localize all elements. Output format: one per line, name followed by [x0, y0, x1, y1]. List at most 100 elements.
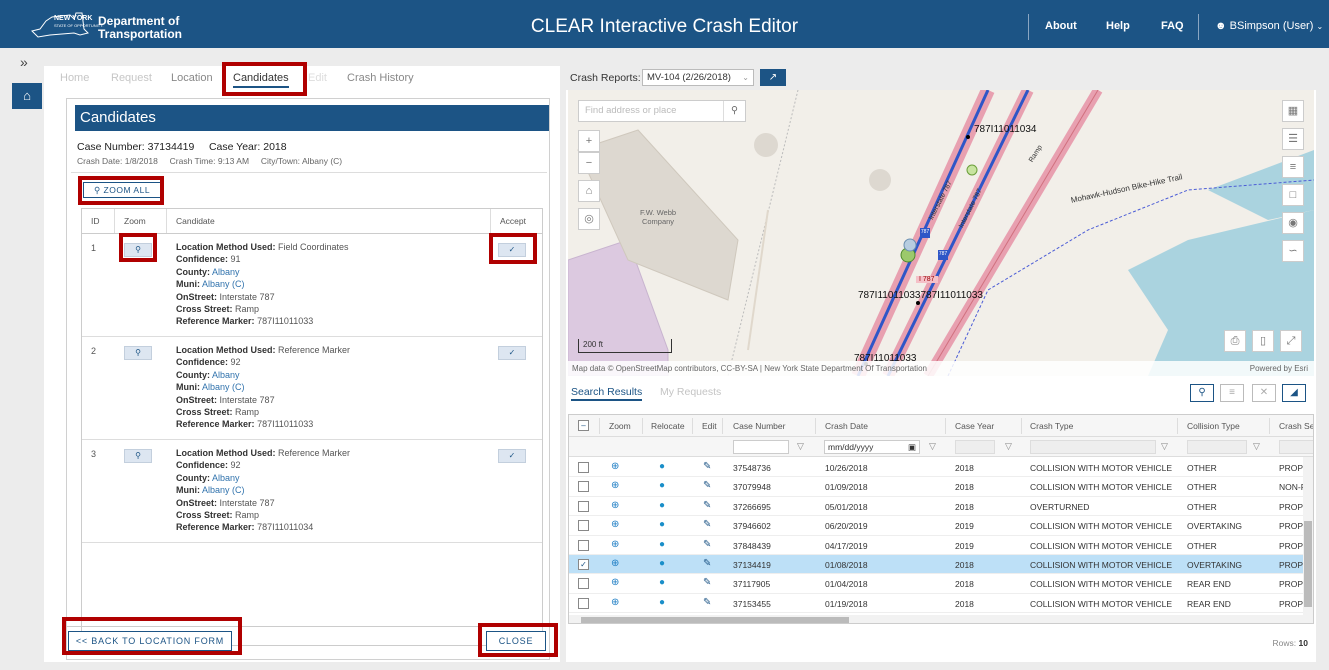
row-checkbox[interactable]	[578, 500, 589, 512]
edit-pencil-icon[interactable]: ✎	[703, 577, 712, 589]
select-all-checkbox[interactable]: –	[578, 420, 589, 431]
layers-icon[interactable]: ☰	[1282, 128, 1304, 150]
expand-rail-icon[interactable]: »	[20, 54, 28, 70]
zoom-icon[interactable]: ⊕	[611, 596, 620, 608]
tab-my-requests[interactable]: My Requests	[660, 386, 722, 398]
filter-icon[interactable]: ▽	[929, 441, 936, 451]
col-case-year[interactable]: Case Year	[955, 421, 995, 431]
vertical-scrollbar[interactable]	[1303, 457, 1313, 615]
filter-clear-icon[interactable]: ◢	[1282, 384, 1306, 402]
measure-icon[interactable]: ∽	[1282, 240, 1304, 262]
relocate-pin-icon[interactable]: ●	[659, 499, 666, 511]
zoom-icon[interactable]: ⊕	[611, 577, 620, 589]
col-crash-type[interactable]: Crash Type	[1030, 421, 1074, 431]
row-checkbox[interactable]	[578, 520, 589, 532]
edit-pencil-icon[interactable]: ✎	[703, 461, 712, 472]
table-row[interactable]: ⊕ ● ✎ 37117905 01/04/2018 2018 COLLISION…	[569, 574, 1309, 594]
nav-about[interactable]: About	[1045, 20, 1077, 32]
tab-home[interactable]: Home	[60, 72, 90, 84]
relocate-pin-icon[interactable]: ●	[659, 558, 666, 569]
crash-reports-select[interactable]: MV-104 (2/26/2018) ⌄	[642, 69, 754, 86]
row-checkbox[interactable]	[578, 481, 589, 493]
open-report-button[interactable]: ↗	[760, 69, 786, 86]
crash-date-filter[interactable]: mm/dd/yyyy ▣	[824, 440, 920, 454]
export-icon[interactable]: ≡	[1220, 384, 1244, 402]
row-checkbox[interactable]	[578, 539, 589, 551]
nav-faq[interactable]: FAQ	[1161, 20, 1184, 32]
filter-icon[interactable]: ▽	[797, 441, 804, 451]
col-edit[interactable]: Edit	[702, 421, 717, 431]
powered-by[interactable]: Powered by Esri	[1249, 364, 1308, 373]
map-view[interactable]: 787I11011034 787I11011033787I11011033 78…	[568, 90, 1314, 376]
col-crash-severity[interactable]: Crash Sev	[1279, 421, 1314, 431]
zoom-icon[interactable]: ⊕	[611, 558, 620, 569]
tab-request[interactable]: Request	[111, 72, 152, 84]
relocate-pin-icon[interactable]: ●	[659, 596, 666, 608]
mobile-icon[interactable]: ▯	[1252, 330, 1274, 352]
zoom-to-selected-icon[interactable]: ⚲	[1190, 384, 1214, 402]
col-zoom[interactable]: Zoom	[609, 421, 631, 431]
table-row[interactable]: ⊕ ● ✎ 37079948 01/09/2018 2018 COLLISION…	[569, 477, 1306, 497]
nav-help[interactable]: Help	[1106, 20, 1130, 32]
list-icon[interactable]: ≡	[1282, 156, 1304, 178]
zoom-icon[interactable]: ⊕	[611, 480, 620, 492]
edit-pencil-icon[interactable]: ✎	[703, 596, 712, 608]
table-row[interactable]: ⊕ ● ✎ 37946602 06/20/2019 2019 COLLISION…	[569, 516, 1309, 536]
zoom-icon[interactable]: ⊕	[611, 461, 620, 472]
zoom-to-candidate-button[interactable]: ⚲	[124, 449, 152, 463]
bookmark-icon[interactable]: □	[1282, 184, 1304, 206]
basemap-gallery-icon[interactable]: ▦	[1282, 100, 1304, 122]
table-row[interactable]: ⊕ ● ✎ 37266695 05/01/2018 2018 OVERTURNE…	[569, 497, 1309, 517]
calendar-icon[interactable]: ▣	[907, 442, 916, 452]
relocate-pin-icon[interactable]: ●	[659, 480, 666, 492]
horizontal-scrollbar[interactable]	[569, 615, 1313, 623]
zoom-in-icon[interactable]: +	[578, 130, 600, 152]
tab-candidates[interactable]: Candidates	[233, 72, 289, 88]
zoom-to-candidate-button[interactable]: ⚲	[124, 243, 152, 257]
tab-location[interactable]: Location	[171, 72, 213, 84]
case-number-filter[interactable]	[733, 440, 789, 454]
col-case-number[interactable]: Case Number	[733, 421, 786, 431]
edit-pencil-icon[interactable]: ✎	[703, 480, 712, 492]
filter-icon[interactable]: ▽	[1161, 441, 1168, 451]
search-icon[interactable]: ⚲	[723, 101, 745, 121]
col-relocate[interactable]: Relocate	[651, 421, 685, 431]
fullscreen-icon[interactable]: ⤢	[1280, 330, 1302, 352]
close-button[interactable]: CLOSE	[486, 631, 546, 651]
user-menu[interactable]: ☻ BSimpson (User) ⌄	[1215, 20, 1323, 32]
edit-pencil-icon[interactable]: ✎	[703, 499, 712, 511]
relocate-pin-icon[interactable]: ●	[659, 461, 666, 472]
nysdot-logo[interactable]: NEW YORK STATE OF OPPORTUNITY. Departmen…	[30, 9, 190, 41]
relocate-pin-icon[interactable]: ●	[659, 519, 666, 531]
accept-candidate-button[interactable]: ✓	[498, 346, 526, 360]
home-icon[interactable]: ⌂	[578, 180, 600, 202]
relocate-pin-icon[interactable]: ●	[659, 577, 666, 589]
edit-pencil-icon[interactable]: ✎	[703, 519, 712, 531]
scroll-thumb[interactable]	[1304, 521, 1312, 607]
row-checkbox-checked[interactable]: ✓	[578, 559, 589, 570]
tab-crash-history[interactable]: Crash History	[347, 72, 414, 84]
zoom-out-icon[interactable]: −	[578, 152, 600, 174]
filter-icon[interactable]: ▽	[1253, 441, 1260, 451]
scroll-thumb[interactable]	[581, 617, 849, 623]
col-crash-date[interactable]: Crash Date	[825, 421, 868, 431]
home-icon[interactable]: ⌂	[12, 83, 42, 109]
zoom-to-candidate-button[interactable]: ⚲	[124, 346, 152, 360]
tab-search-results[interactable]: Search Results	[571, 386, 643, 401]
locate-icon[interactable]: ◎	[578, 208, 600, 230]
filter-icon[interactable]: ▽	[1005, 441, 1012, 451]
col-collision-type[interactable]: Collision Type	[1187, 421, 1240, 431]
zoom-icon[interactable]: ⊕	[611, 519, 620, 531]
table-row[interactable]: ⊕ ● ✎ 37548736 10/26/2018 2018 COLLISION…	[569, 458, 1309, 478]
relocate-pin-icon[interactable]: ●	[659, 538, 666, 550]
zoom-icon[interactable]: ⊕	[611, 499, 620, 511]
accept-candidate-button[interactable]: ✓	[498, 243, 526, 257]
edit-pencil-icon[interactable]: ✎	[703, 538, 712, 550]
table-row[interactable]: ⊕ ● ✎ 37848439 04/17/2019 2019 COLLISION…	[569, 536, 1309, 555]
table-row-selected[interactable]: ✓ ⊕ ● ✎ 37134419 01/08/2018 2018 COLLISI…	[569, 555, 1309, 575]
clear-icon[interactable]: ✕	[1252, 384, 1276, 402]
edit-pencil-icon[interactable]: ✎	[703, 558, 712, 569]
row-checkbox[interactable]	[578, 597, 589, 609]
map-search-input[interactable]: Find address or place ⚲	[578, 100, 746, 122]
table-row[interactable]: ⊕ ● ✎ 37153455 01/19/2018 2018 COLLISION…	[569, 594, 1309, 614]
